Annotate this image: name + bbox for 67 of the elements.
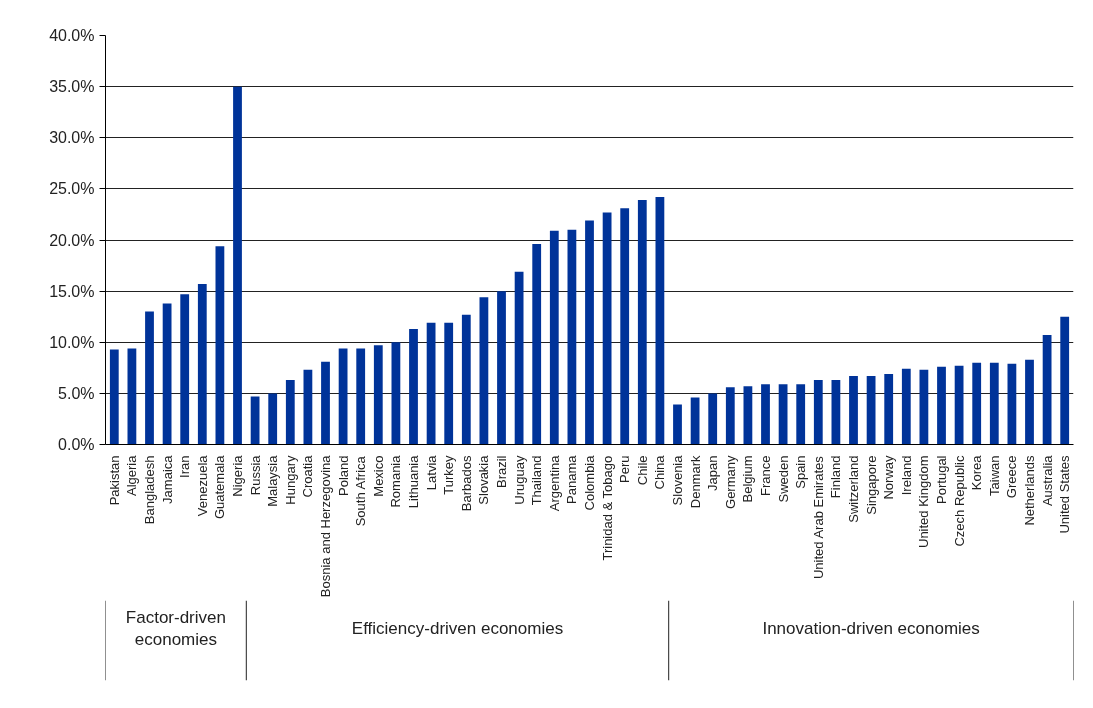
y-tick-label: 5.0% xyxy=(58,384,95,402)
y-tick-label: 10.0% xyxy=(49,333,95,351)
x-tick-label: Germany xyxy=(722,455,738,509)
x-tick-label: Chile xyxy=(634,455,650,486)
x-tick-label: Czech Republic xyxy=(951,455,967,547)
text: Efficiency-driven economies xyxy=(351,619,564,638)
x-tick-label: Poland xyxy=(335,455,351,496)
x-tick-label: Slovakia xyxy=(476,454,492,505)
x-tick-label: Greece xyxy=(1004,455,1020,499)
x-tick-label: Colombia xyxy=(582,454,597,511)
x-tick-label: Peru xyxy=(617,455,633,483)
x-tick-label: Bangladesh xyxy=(142,455,157,525)
x-tick-label: Romania xyxy=(388,454,404,508)
x-tick-label: Mexico xyxy=(370,455,386,497)
x-tick-label: Switzerland xyxy=(846,455,861,523)
x-tick-label: South Africa xyxy=(353,455,369,527)
x-tick-label: Barbados xyxy=(458,455,474,512)
x-tick-label: Slovenia xyxy=(670,454,685,506)
x-tick-label: Uruguay xyxy=(511,455,527,505)
x-tick-label: Belgium xyxy=(740,455,756,503)
x-tick-label: United Arab Emirates xyxy=(810,455,826,580)
y-tick-label: 40.0% xyxy=(49,27,95,44)
x-tick-label: Latvia xyxy=(423,454,439,491)
x-tick-label: Algeria xyxy=(124,454,140,496)
x-tick-label: China xyxy=(652,454,668,490)
x-tick-label: Argentina xyxy=(546,454,562,512)
x-tick-label: Bosnia and Herzegovina xyxy=(318,454,333,598)
x-tick-label: Nigeria xyxy=(230,454,245,497)
y-tick-label: 30.0% xyxy=(49,129,95,147)
x-tick-label: Turkey xyxy=(441,455,457,495)
x-tick-label: United Kingdom xyxy=(916,455,932,548)
x-tick-label: Korea xyxy=(969,454,985,491)
y-tick-label: 25.0% xyxy=(49,180,95,198)
x-tick-label: Thailand xyxy=(529,455,545,506)
x-tick-label: Netherlands xyxy=(1022,455,1037,526)
x-tick-label: France xyxy=(758,455,773,496)
y-tick-label: 20.0% xyxy=(49,231,95,249)
x-tick-label: Brazil xyxy=(494,455,509,489)
y-tick-label: 15.0% xyxy=(49,282,95,300)
x-tick-label: Croatia xyxy=(300,454,316,498)
text: Innovation-driven economies xyxy=(762,619,980,638)
x-tick-label: Hungary xyxy=(282,455,298,505)
y-tick-label: 35.0% xyxy=(49,78,95,96)
x-tick-label: Malaysia xyxy=(265,454,281,507)
x-tick-label: Sweden xyxy=(775,455,791,503)
x-tick-label: Portugal xyxy=(934,455,949,504)
x-tick-label: Russia xyxy=(247,454,263,496)
x-tick-label: Pakistan xyxy=(106,455,122,506)
x-tick-label: Finland xyxy=(828,455,844,499)
x-tick-label: United States xyxy=(1057,455,1073,534)
x-tick-label: Trinidad & Tobago xyxy=(599,455,615,561)
x-tick-label: Australia xyxy=(1039,454,1055,507)
x-tick-label: Iran xyxy=(177,455,193,478)
x-tick-label: Japan xyxy=(705,455,721,491)
y-tick-label: 0.0% xyxy=(58,436,95,453)
x-tick-label: Guatemala xyxy=(212,454,228,520)
x-tick-label: Lithuania xyxy=(406,454,421,509)
x-tick-label: Jamaica xyxy=(159,454,175,504)
text: Factor-driven economies xyxy=(125,608,226,649)
x-tick-label: Ireland xyxy=(898,455,914,496)
x-tick-label: Singapore xyxy=(863,455,879,515)
x-tick-label: Denmark xyxy=(687,455,703,509)
x-tick-label: Taiwan xyxy=(986,455,1002,496)
x-tick-label: Venezuela xyxy=(194,454,210,517)
x-tick-label: Panama xyxy=(564,454,580,504)
x-tick-label: Norway xyxy=(881,455,897,500)
x-tick-label: Spain xyxy=(793,455,809,489)
